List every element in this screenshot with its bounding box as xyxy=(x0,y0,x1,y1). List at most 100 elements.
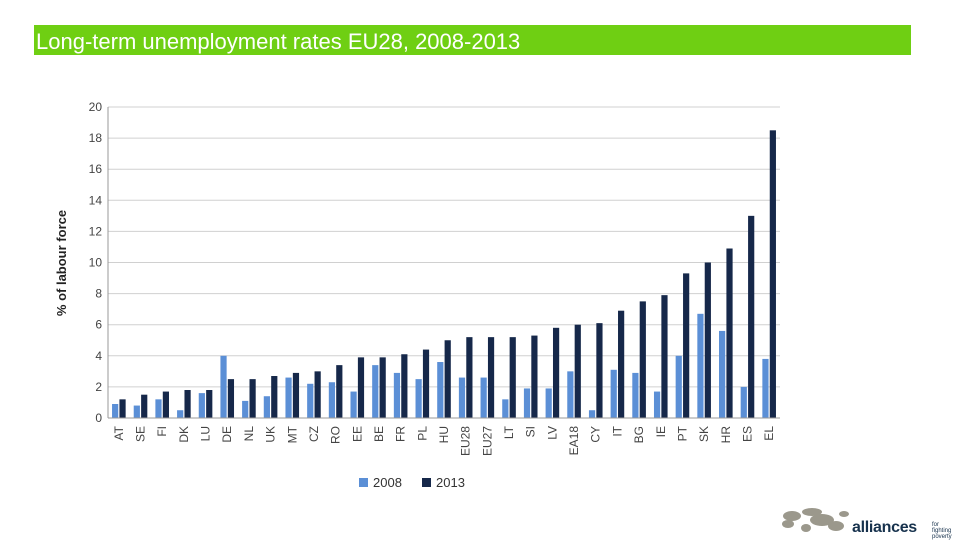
x-tick-label: DK xyxy=(177,426,191,443)
x-tick-label: PT xyxy=(676,425,690,441)
x-tick-label: PL xyxy=(415,426,429,441)
x-tick-label: CZ xyxy=(307,426,321,442)
x-tick-label: HU xyxy=(437,426,451,443)
bar-2008-ES xyxy=(740,386,747,418)
x-tick-label: NL xyxy=(242,426,256,442)
bar-2013-MT xyxy=(292,372,300,418)
y-axis-label: % of labour force xyxy=(54,210,69,316)
bar-2008-FI xyxy=(155,399,162,418)
axes: 0 2 4 6 8 10 12 14 16 18 20 AT SE FI DK LU DE NL UK MT CZ RO E… xyxy=(89,100,780,456)
bar-2008-SI xyxy=(523,388,531,418)
bar-2008-DK xyxy=(177,410,184,418)
alliances-logo: alliances for fighting poverty xyxy=(776,502,960,540)
bar-2008-LU xyxy=(198,393,205,418)
x-tick-label: AT xyxy=(112,425,126,440)
bar-2013-BE xyxy=(379,357,386,418)
y-tick-label: 12 xyxy=(89,224,103,238)
x-tick-label: EE xyxy=(350,426,364,442)
x-tick-label: IE xyxy=(654,426,668,437)
bar-2008-HR xyxy=(719,330,726,418)
bar-2013-NL xyxy=(249,379,256,419)
bar-2008-MT xyxy=(285,377,292,418)
bar-2013-HR xyxy=(726,248,733,418)
bar-2013-UK xyxy=(271,376,278,418)
bar-2008-RO xyxy=(328,382,336,418)
bar-2013-IE xyxy=(661,295,668,418)
bar-2008-EU27 xyxy=(480,377,487,418)
x-tick-label: BG xyxy=(632,426,646,443)
x-tick-label: CY xyxy=(589,426,603,443)
x-tick-label: LT xyxy=(502,425,516,439)
x-tick-label: EU28 xyxy=(459,426,473,456)
bar-2008-CY xyxy=(588,410,596,418)
y-tick-label: 20 xyxy=(89,100,103,114)
y-tick-label: 0 xyxy=(95,411,102,425)
x-tick-label: EL xyxy=(762,426,776,441)
x-tick-label: FR xyxy=(394,426,408,442)
bar-2013-BG xyxy=(639,301,646,419)
x-tick-label: EA18 xyxy=(567,426,581,456)
bar-2008-DE xyxy=(220,355,227,418)
x-tick-label: LV xyxy=(545,426,559,440)
legend-swatch-2008 xyxy=(359,478,368,487)
gridlines xyxy=(108,106,780,388)
bar-2008-FR xyxy=(393,372,401,418)
x-tick-label: DE xyxy=(220,426,234,443)
bar-2008-AT xyxy=(112,404,119,418)
bar-2008-PL xyxy=(415,379,422,419)
bar-2008-LT xyxy=(502,399,509,418)
bar-2013-SK xyxy=(704,262,711,418)
bar-2008-BE xyxy=(372,365,379,418)
x-tick-label: FI xyxy=(155,426,169,437)
bar-2008-SK xyxy=(697,313,704,418)
world-map-icon xyxy=(782,508,849,532)
x-tick-label: SE xyxy=(134,426,148,442)
bar-2013-EU28 xyxy=(466,337,473,418)
bar-2008-LV xyxy=(545,388,552,418)
legend-label-2013: 2013 xyxy=(436,475,465,490)
bar-2013-LT xyxy=(509,337,516,418)
y-tick-label: 14 xyxy=(89,193,103,207)
bar-2008-HU xyxy=(437,362,444,418)
bar-2013-CY xyxy=(596,323,603,418)
bar-2013-LV xyxy=(552,327,560,418)
x-tick-label: UK xyxy=(264,426,278,443)
bar-2013-SE xyxy=(141,394,148,418)
legend-swatch-2013 xyxy=(422,478,431,487)
bar-2013-PL xyxy=(422,349,430,418)
bar-2013-CZ xyxy=(314,371,321,418)
legend: 2008 2013 xyxy=(359,475,465,490)
bar-2013-HU xyxy=(444,340,451,418)
bar-2013-DE xyxy=(227,379,235,419)
bar-2013-RO xyxy=(336,365,343,418)
bar-2013-IT xyxy=(618,310,625,418)
y-tick-label: 6 xyxy=(95,318,102,332)
logo-name: alliances xyxy=(852,519,917,536)
bar-2013-AT xyxy=(119,399,126,418)
bar-2008-IE xyxy=(653,391,661,418)
y-tick-label: 2 xyxy=(95,380,102,394)
legend-label-2008: 2008 xyxy=(373,475,402,490)
bar-2013-EE xyxy=(357,357,365,418)
bar-2008-IT xyxy=(610,369,617,418)
x-tick-label: HR xyxy=(719,426,733,444)
slide-title: Long-term unemployment rates EU28, 2008-… xyxy=(34,25,911,55)
bar-2013-ES xyxy=(748,215,755,418)
bar-2008-CZ xyxy=(307,383,314,418)
bar-2013-DK xyxy=(184,390,191,418)
bar-2013-FR xyxy=(401,354,408,418)
y-tick-label: 18 xyxy=(89,131,103,145)
y-tick-label: 8 xyxy=(95,287,102,301)
x-tick-label: IT xyxy=(610,425,624,436)
y-tick-label: 10 xyxy=(89,256,103,270)
y-tick-label: 4 xyxy=(95,349,102,363)
x-tick-label: EU27 xyxy=(480,426,494,456)
bar-2008-EA18 xyxy=(567,371,574,418)
bar-2013-EL xyxy=(769,130,776,418)
bar-2008-SE xyxy=(133,405,140,418)
y-tick-label: 16 xyxy=(89,162,103,176)
x-tick-label: BE xyxy=(372,426,386,442)
bar-series xyxy=(112,130,776,419)
x-tick-label: SK xyxy=(697,426,711,442)
